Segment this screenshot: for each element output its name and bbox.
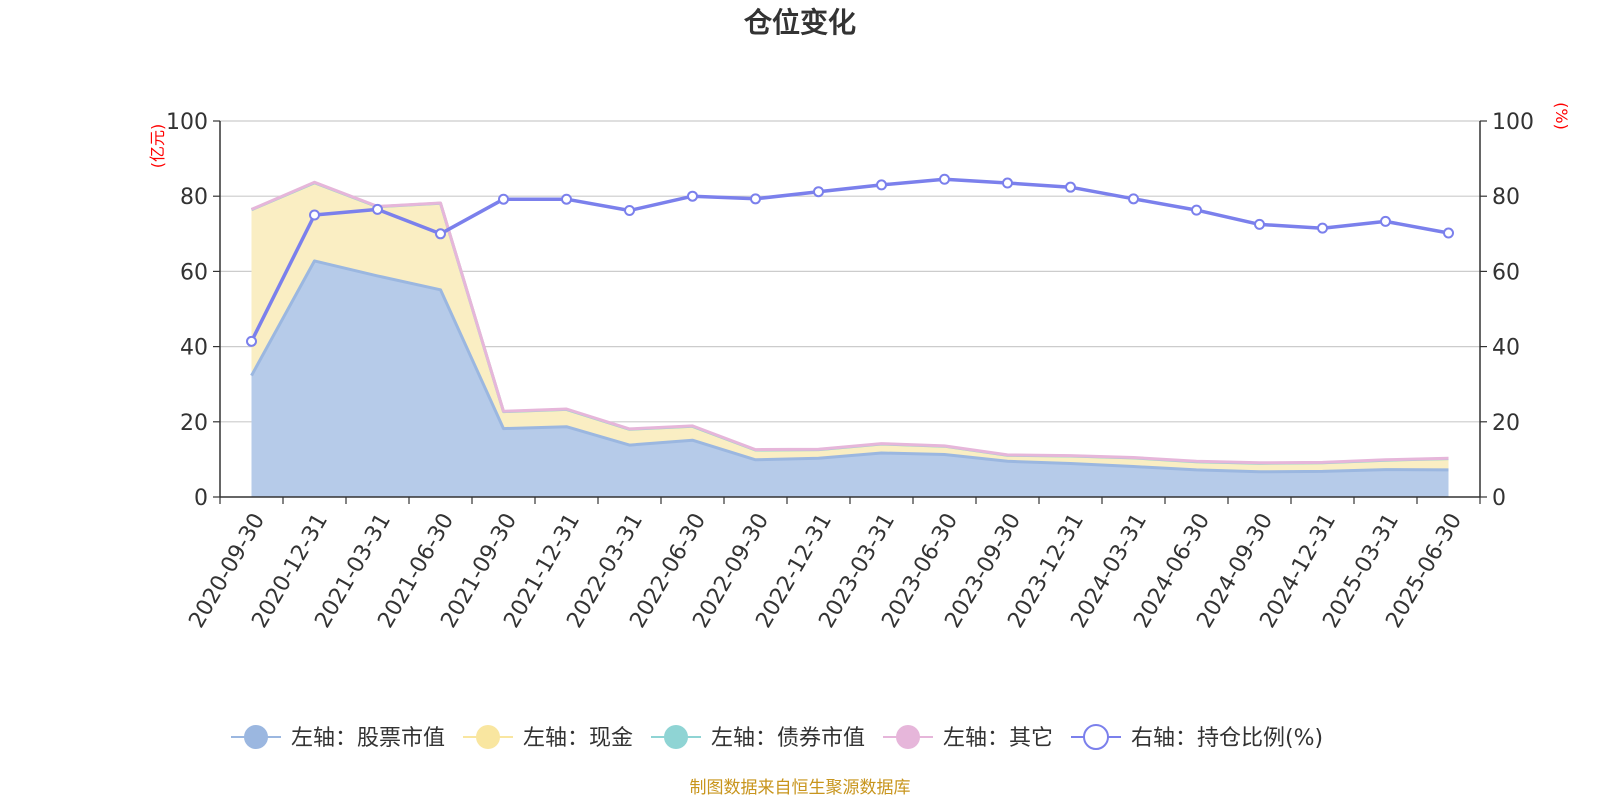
area-edge-series-3 [250, 180, 1449, 465]
legend-circle-marker [664, 725, 688, 749]
ratio-point [372, 203, 383, 215]
right-axis-tick-label: 60 [1492, 260, 1520, 285]
legend: 左轴：股票市值 左轴：现金 左轴：债券市值 左轴：其它 右轴：持仓比例(%) [231, 724, 1323, 751]
left-axis-tick-label: 40 [180, 336, 208, 361]
right-axis-tick-label: 80 [1492, 185, 1520, 210]
ratio-point [1254, 218, 1265, 230]
legend-circle-marker [244, 725, 268, 749]
ratio-point [624, 204, 635, 216]
ratio-point [309, 209, 320, 221]
data-source-note: 制图数据来自恒生聚源数据库 [690, 778, 911, 798]
legend-label: 左轴：现金 [523, 726, 633, 751]
ratio-point [876, 179, 887, 191]
ratio-point [1443, 227, 1454, 239]
ratio-point [435, 228, 446, 240]
ratio-point [1317, 222, 1328, 234]
legend-circle-marker [1083, 724, 1109, 750]
right-axis-tick-label: 20 [1492, 411, 1520, 436]
ratio-point [1191, 204, 1202, 216]
ratio-point [939, 173, 950, 185]
ratio-point [1002, 177, 1013, 189]
ratio-line [249, 177, 1449, 343]
legend-circle-marker [896, 725, 920, 749]
right-axis-tick-label: 100 [1492, 110, 1534, 135]
legend-label: 右轴：持仓比例(%) [1131, 726, 1323, 751]
right-axis-tick-label: 0 [1492, 486, 1506, 511]
area-edge-series-0 [250, 259, 1449, 474]
left-axis-tick-label: 20 [180, 411, 208, 436]
legend-circle-marker [476, 725, 500, 749]
ratio-point [561, 193, 572, 205]
ratio-line-series [246, 173, 1454, 347]
left-axis-tick-label: 60 [180, 260, 208, 285]
left-axis-tick-label: 100 [166, 110, 208, 135]
left-axis-tick-label: 80 [180, 185, 208, 210]
ratio-point [246, 335, 257, 347]
legend-label: 左轴：债券市值 [711, 726, 865, 751]
area-fill-series-0 [251, 260, 1449, 497]
legend-label: 左轴：股票市值 [291, 726, 445, 751]
ratio-point [1128, 193, 1139, 205]
ratio-point [750, 193, 761, 205]
ratio-point [498, 193, 509, 205]
ratio-point [1065, 181, 1076, 193]
ratio-point [813, 186, 824, 198]
legend-label: 左轴：其它 [943, 726, 1053, 751]
chart-title: 仓位变化 [744, 6, 856, 39]
right-axis-unit: (%) [1552, 102, 1571, 130]
left-axis-unit: (亿元) [148, 124, 167, 169]
right-axis-tick-label: 40 [1492, 336, 1520, 361]
ratio-point [1380, 215, 1391, 227]
ratio-point [687, 190, 698, 202]
left-axis-tick-label: 0 [194, 486, 208, 511]
